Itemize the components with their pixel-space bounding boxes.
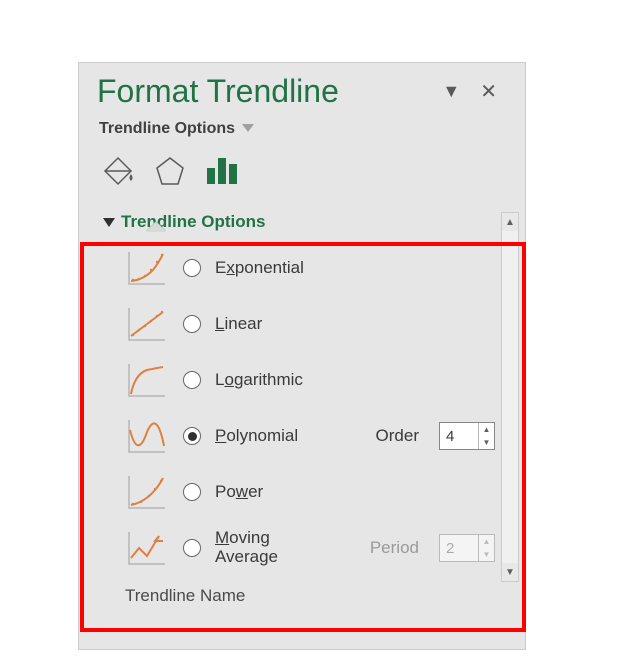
scrollbar[interactable]: ▲ ▼ xyxy=(501,212,519,582)
trendline-type-list: Exponential Linear Logarithmic Polynomial Or… xyxy=(79,234,525,578)
polynomial-thumb-icon xyxy=(125,416,169,456)
label-polynomial[interactable]: Polynomial xyxy=(215,426,362,446)
spin-up-icon: ▲ xyxy=(479,535,494,548)
radio-logarithmic[interactable] xyxy=(183,371,201,389)
panel-header: Format Trendline ▼ ✕ xyxy=(79,63,525,116)
chevron-down-icon xyxy=(241,120,255,138)
options-scroll-area: Trendline Options Exponential Linear Logar… xyxy=(79,206,525,616)
spin-up-icon[interactable]: ▲ xyxy=(479,423,494,436)
scroll-down-icon[interactable]: ▼ xyxy=(502,563,518,581)
options-dropdown-label: Trendline Options xyxy=(99,120,235,138)
linear-thumb-icon xyxy=(125,304,169,344)
label-linear[interactable]: Linear xyxy=(215,314,495,334)
active-tab-pointer xyxy=(146,222,166,232)
options-dropdown[interactable]: Trendline Options xyxy=(79,116,525,138)
label-power[interactable]: Power xyxy=(215,482,495,502)
polynomial-spinner[interactable]: 4 ▲ ▼ xyxy=(439,422,495,450)
moving-field-label: Period xyxy=(370,538,419,558)
option-row-linear: Linear xyxy=(125,296,495,352)
moving-spinner: 2 ▲ ▼ xyxy=(439,534,495,562)
moving-thumb-icon xyxy=(125,528,169,568)
logarithmic-thumb-icon xyxy=(125,360,169,400)
panel-title: Format Trendline xyxy=(97,73,432,110)
option-row-power: Power xyxy=(125,464,495,520)
trendline-name-label: Trendline Name xyxy=(79,578,525,606)
paint-bucket-icon xyxy=(101,154,135,188)
tab-effects[interactable] xyxy=(151,152,189,190)
radio-linear[interactable] xyxy=(183,315,201,333)
bar-chart-icon xyxy=(205,156,239,186)
option-row-moving: MovingAverage Period 2 ▲ ▼ xyxy=(125,520,495,576)
option-row-exponential: Exponential xyxy=(125,240,495,296)
spin-down-icon[interactable]: ▼ xyxy=(479,436,494,449)
section-title: Trendline Options xyxy=(121,212,266,232)
tab-chart-options[interactable] xyxy=(203,152,241,190)
collapse-icon xyxy=(103,218,115,227)
label-moving[interactable]: MovingAverage xyxy=(215,529,356,566)
category-tabs xyxy=(79,138,525,190)
option-row-polynomial: Polynomial Order 4 ▲ ▼ xyxy=(125,408,495,464)
exponential-thumb-icon xyxy=(125,248,169,288)
polynomial-field-label: Order xyxy=(376,426,419,446)
power-thumb-icon xyxy=(125,472,169,512)
radio-polynomial[interactable] xyxy=(183,427,201,445)
polynomial-spinner-value: 4 xyxy=(440,423,478,449)
format-trendline-panel: Format Trendline ▼ ✕ Trendline Options xyxy=(78,62,526,650)
option-row-logarithmic: Logarithmic xyxy=(125,352,495,408)
label-logarithmic[interactable]: Logarithmic xyxy=(215,370,495,390)
panel-menu-icon[interactable]: ▼ xyxy=(432,81,470,102)
spin-down-icon: ▼ xyxy=(479,548,494,561)
radio-power[interactable] xyxy=(183,483,201,501)
pentagon-icon xyxy=(153,154,187,188)
moving-spinner-value: 2 xyxy=(440,535,478,561)
label-exponential[interactable]: Exponential xyxy=(215,258,495,278)
tab-fill[interactable] xyxy=(99,152,137,190)
scroll-up-icon[interactable]: ▲ xyxy=(502,213,518,231)
close-icon[interactable]: ✕ xyxy=(470,79,507,104)
radio-moving[interactable] xyxy=(183,539,201,557)
radio-exponential[interactable] xyxy=(183,259,201,277)
